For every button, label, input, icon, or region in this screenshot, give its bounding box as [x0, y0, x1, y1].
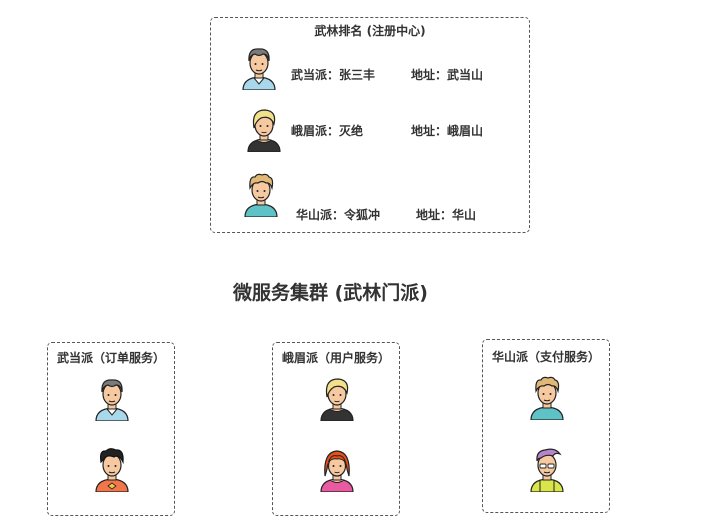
registry-entry-sect: 峨眉派：灭绝: [291, 124, 364, 138]
man-curly-hair-avatar-icon: [241, 171, 281, 217]
service-title: 峨眉派（用户服务）: [281, 351, 390, 365]
service-title: 武当派（订单服务）: [56, 351, 165, 365]
woman-blonde-avatar-icon: [317, 375, 357, 421]
cluster-title: 微服务集群 (武林门派): [233, 282, 428, 304]
registry-entry-sect: 华山派：令狐冲: [296, 208, 381, 222]
woman-red-hair-avatar-icon: [317, 446, 357, 492]
service-box-emei: 峨眉派（用户服务）: [272, 342, 400, 516]
service-box-huashan: 华山派（支付服务）: [482, 339, 610, 513]
service-box-wudang: 武当派（订单服务）: [47, 342, 175, 516]
service-title: 华山派（支付服务）: [491, 350, 600, 364]
registry-title: 武林排名 (注册中心): [314, 24, 426, 38]
man-purple-hair-avatar-icon: [527, 446, 567, 492]
woman-blonde-avatar-icon: [244, 106, 284, 152]
registry-entry-sect: 武当派：张三丰: [291, 68, 376, 82]
man-gray-hair-avatar-icon: [92, 375, 132, 421]
registry-entry-address: 地址：武当山: [411, 68, 484, 82]
registry-entry-address: 地址：华山: [416, 208, 477, 222]
man-gray-hair-avatar-icon: [239, 44, 279, 90]
man-black-hair-avatar-icon: [92, 446, 132, 492]
registry-box: 武林排名 (注册中心) 武当派：张三丰 地址：武当山 峨眉派：灭绝 地址：峨眉山: [210, 17, 530, 233]
man-curly-hair-avatar-icon: [527, 374, 567, 420]
registry-entry-address: 地址：峨眉山: [411, 124, 484, 138]
